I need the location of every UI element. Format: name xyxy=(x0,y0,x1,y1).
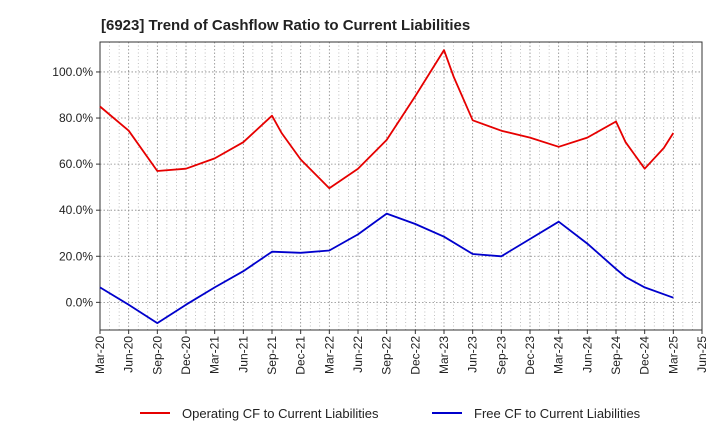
x-tick-label: Sep-20 xyxy=(150,336,164,375)
x-tick-label: Sep-24 xyxy=(609,336,623,375)
chart-title: [6923] Trend of Cashflow Ratio to Curren… xyxy=(101,17,470,34)
x-tick-label: Dec-20 xyxy=(179,336,193,375)
x-tick-label: Mar-24 xyxy=(552,336,566,374)
legend: Operating CF to Current Liabilities Free … xyxy=(140,406,641,421)
x-tick-label: Jun-22 xyxy=(351,336,365,373)
y-tick-label: 0.0% xyxy=(66,295,94,309)
y-tick-label: 60.0% xyxy=(59,157,93,171)
series-line-free-cf xyxy=(99,212,674,325)
x-tick-label: Dec-23 xyxy=(523,336,537,375)
x-tick-label: Mar-21 xyxy=(208,336,222,374)
y-tick-label: 40.0% xyxy=(59,203,93,217)
x-tick-label: Jun-21 xyxy=(236,336,250,373)
y-axis: 0.0% 20.0% 40.0% 60.0% 80.0% 100.0% xyxy=(52,65,100,309)
x-tick-label: Jun-20 xyxy=(122,336,136,373)
x-tick-label: Mar-23 xyxy=(437,336,451,374)
y-tick-label: 80.0% xyxy=(59,111,93,125)
x-tick-label: Mar-22 xyxy=(322,336,336,374)
x-tick-label: Jun-24 xyxy=(580,336,594,373)
x-tick-label: Mar-25 xyxy=(666,336,680,374)
x-axis: Mar-20 Jun-20 Sep-20 Dec-20 Mar-21 Jun-21 Sep-… xyxy=(93,330,709,375)
series-lines xyxy=(99,49,675,325)
x-tick-label: Mar-20 xyxy=(93,336,107,374)
legend-label: Operating CF to Current Liabilities xyxy=(182,406,379,421)
x-tick-label: Sep-22 xyxy=(380,336,394,375)
x-tick-label: Dec-22 xyxy=(408,336,422,375)
x-tick-label: Sep-23 xyxy=(494,336,508,375)
x-tick-label: Sep-21 xyxy=(265,336,279,375)
legend-label: Free CF to Current Liabilities xyxy=(474,406,641,421)
series-line-operating-cf xyxy=(99,49,675,190)
y-tick-label: 20.0% xyxy=(59,249,93,263)
y-tick-label: 100.0% xyxy=(52,65,93,79)
x-tick-label: Jun-25 xyxy=(695,336,709,373)
plot-area xyxy=(99,41,703,331)
x-tick-label: Dec-24 xyxy=(638,336,652,375)
x-tick-label: Dec-21 xyxy=(294,336,308,375)
grid xyxy=(100,42,702,330)
x-tick-label: Jun-23 xyxy=(466,336,480,373)
